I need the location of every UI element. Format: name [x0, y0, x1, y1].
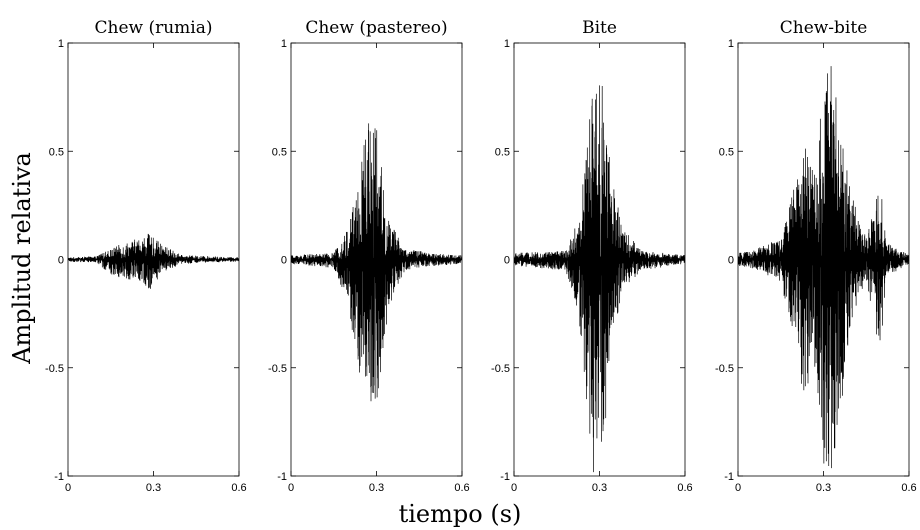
- signal-trace: [291, 123, 462, 402]
- x-tick-label: 0.3: [369, 482, 384, 494]
- x-tick-label: 0.6: [901, 482, 916, 494]
- y-tick-label: 1: [281, 38, 287, 50]
- panel-2: -1 -0.5 0 0.5 1 0 0.3 0.6 Chew (pastereo): [268, 18, 470, 494]
- panel-title: Chew (rumia): [94, 18, 212, 38]
- y-tick-label: 1: [504, 38, 510, 50]
- x-tick-label: 0: [735, 482, 741, 494]
- y-tick-label: -1: [500, 471, 510, 483]
- y-tick-label: 0: [281, 255, 287, 267]
- panel-title: Chew (pastereo): [305, 18, 447, 38]
- panel-title: Chew-bite: [780, 18, 868, 38]
- x-axis-label: tiempo (s): [399, 500, 522, 528]
- panel-3: -1 -0.5 0 0.5 1 0 0.3 0.6 Bite: [491, 18, 693, 494]
- x-tick-label: 0: [65, 482, 71, 494]
- x-tick-label: 0.3: [816, 482, 831, 494]
- y-tick-label: 0: [504, 255, 510, 267]
- signal-trace: [68, 233, 239, 289]
- signal-trace: [738, 66, 909, 469]
- y-tick-label: -0.5: [268, 363, 287, 375]
- y-tick-label: 0.5: [719, 146, 734, 158]
- x-tick-label: 0.3: [592, 482, 607, 494]
- y-tick-label: -1: [277, 471, 287, 483]
- x-tick-label: 0.6: [454, 482, 469, 494]
- x-tick-label: 0: [288, 482, 294, 494]
- y-tick-label: -0.5: [45, 363, 64, 375]
- y-axis-label: Amplitud relativa: [8, 152, 36, 365]
- y-tick-label: -1: [54, 471, 64, 483]
- y-tick-label: -0.5: [715, 363, 734, 375]
- y-tick-label: -1: [724, 471, 734, 483]
- x-tick-label: 0.3: [146, 482, 161, 494]
- y-tick-label: 1: [728, 38, 734, 50]
- y-tick-label: 0.5: [272, 146, 287, 158]
- y-tick-label: 0.5: [495, 146, 510, 158]
- panels: -1 -0.5 0 0.5 1 0 0.3 0.6 Chew (rumia) -1 -0.5 0 0.5…: [45, 18, 917, 494]
- x-tick-label: 0.6: [231, 482, 246, 494]
- x-tick-label: 0.6: [677, 482, 692, 494]
- x-tick-label: 0: [511, 482, 517, 494]
- y-tick-label: 1: [58, 38, 64, 50]
- y-tick-label: -0.5: [491, 363, 510, 375]
- panel-4: -1 -0.5 0 0.5 1 0 0.3 0.6 Chew-bite: [715, 18, 917, 494]
- y-tick-label: 0: [728, 255, 734, 267]
- y-tick-label: 0: [58, 255, 64, 267]
- signal-trace: [514, 85, 685, 473]
- panel-1: -1 -0.5 0 0.5 1 0 0.3 0.6 Chew (rumia): [45, 18, 247, 494]
- panel-title: Bite: [582, 18, 617, 38]
- y-tick-label: 0.5: [49, 146, 64, 158]
